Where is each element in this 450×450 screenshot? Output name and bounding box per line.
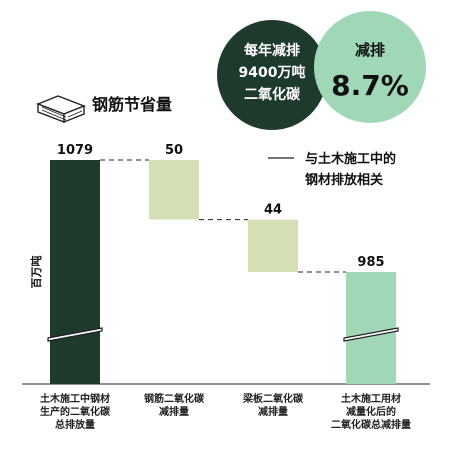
bar-value-label-2: 50 (165, 143, 183, 158)
bar-2 (149, 160, 199, 220)
axis-break-1 (47, 327, 103, 342)
reduction-badge: 减排 8.7% (314, 11, 426, 123)
category-label-1-line-3: 总排放量 (55, 418, 95, 431)
category-labels-layer: 土木施工中钢材生产的二氧化碳总排放量钢筋二氧化碳减排量梁板二氧化碳减排量土木施工… (40, 392, 411, 431)
light-badge-circle (314, 11, 426, 123)
dark-badge-circle (217, 20, 327, 130)
dark-badge-line-2: 9400万吨 (239, 64, 306, 81)
category-label-1-line-1: 土木施工中钢材 (40, 392, 110, 405)
bar-4 (346, 272, 396, 384)
legend-line-2: 钢材排放相关 (305, 172, 383, 188)
category-label-3-line-1: 梁板二氧化碳 (242, 392, 304, 405)
bars-layer: 1079 50 44 985 (47, 143, 399, 384)
category-label-2-line-1: 钢筋二氧化碳 (144, 392, 205, 405)
legend-line-1: 与土木施工中的 (305, 151, 396, 167)
bar-1 (50, 160, 100, 384)
axis-break-4 (343, 327, 399, 342)
emission-badge: 每年减排 9400万吨 二氧化碳 (217, 20, 327, 130)
dark-badge-line-1: 每年减排 (244, 42, 300, 59)
light-badge-label: 减排 (355, 41, 385, 59)
category-label-4-line-2: 减量化后的 (346, 405, 396, 418)
bar-value-label-1: 1079 (57, 143, 93, 158)
category-label-4-line-1: 土木施工用材 (341, 392, 401, 405)
bar-3 (248, 219, 298, 272)
category-label-1-line-2: 生产的二氧化碳 (40, 405, 111, 418)
legend: 与土木施工中的 钢材排放相关 (268, 151, 396, 188)
category-label-3-line-2: 减排量 (258, 405, 288, 418)
category-label-2-line-2: 减排量 (159, 405, 189, 418)
rebar-stack-icon (36, 95, 86, 124)
page-title: 钢筋节省量 (92, 95, 172, 114)
dark-badge-line-3: 二氧化碳 (244, 86, 301, 103)
y-axis-label: 百万吨 (29, 256, 43, 289)
bar-value-label-4: 985 (357, 255, 384, 270)
bar-value-label-3: 44 (264, 203, 282, 218)
light-badge-value: 8.7% (331, 69, 409, 102)
category-label-4-line-3: 二氧化碳总减排量 (331, 418, 411, 431)
